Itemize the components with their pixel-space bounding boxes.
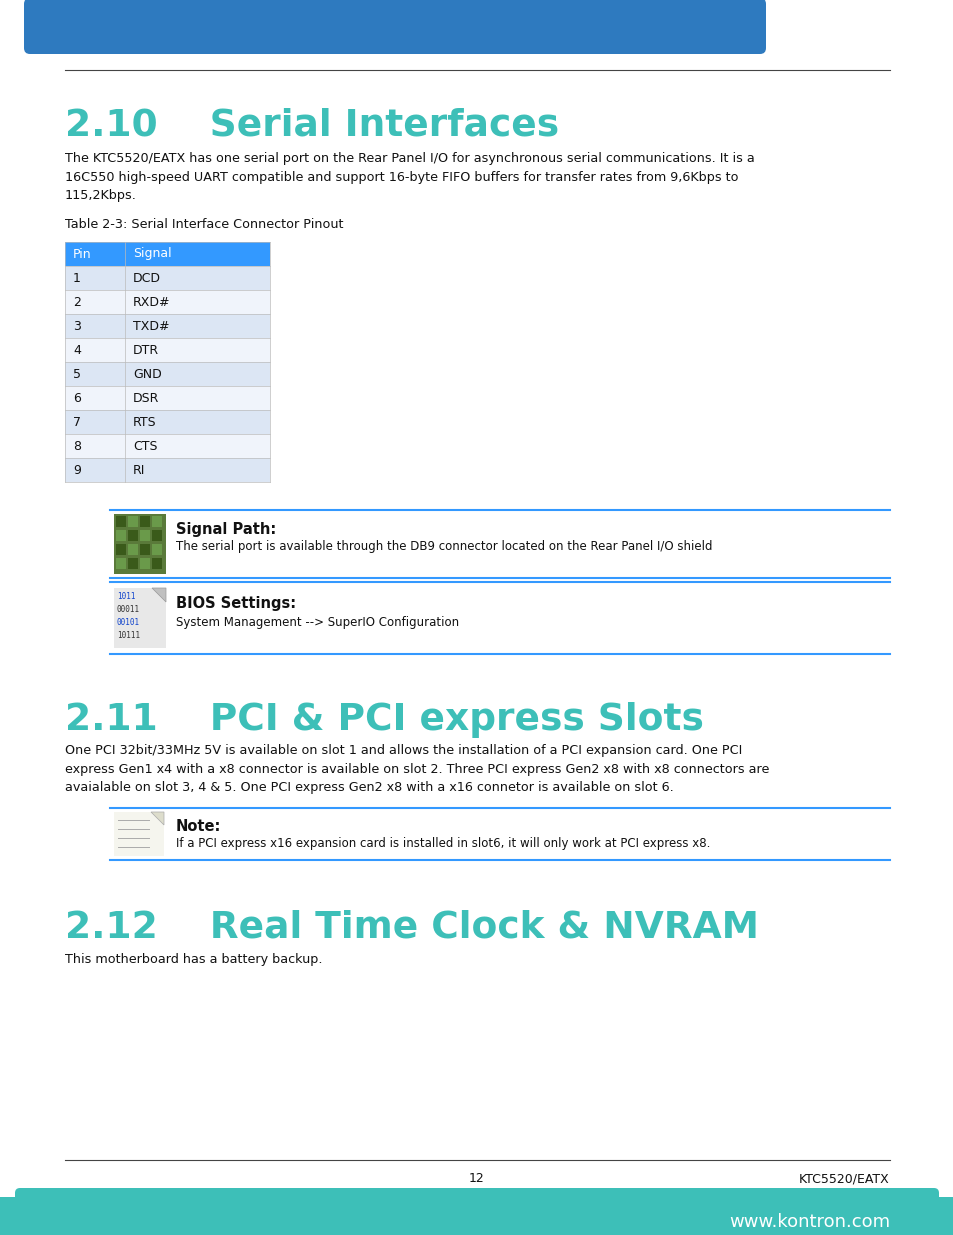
Text: The KTC5520/EATX has one serial port on the Rear Panel I/O for asynchronous seri: The KTC5520/EATX has one serial port on … [65, 152, 754, 203]
Text: The serial port is available through the DB9 connector located on the Rear Panel: The serial port is available through the… [175, 540, 712, 553]
Text: 5: 5 [73, 368, 81, 380]
Bar [65, 387, 270, 410]
Bar [152, 558, 162, 569]
Bar [65, 290, 270, 314]
Text: TXD#: TXD# [132, 320, 170, 332]
Bar [65, 242, 270, 266]
Bar [140, 543, 150, 555]
FancyBboxPatch shape [15, 1188, 938, 1235]
Text: 3: 3 [73, 320, 81, 332]
Bar [128, 558, 138, 569]
Text: 4: 4 [73, 343, 81, 357]
Bar [65, 266, 270, 290]
Bar [140, 516, 150, 527]
Text: DTR: DTR [132, 343, 159, 357]
Bar [65, 314, 270, 338]
Text: If a PCI express x16 expansion card is installed in slot6, it will only work at : If a PCI express x16 expansion card is i… [175, 837, 710, 850]
Bar [65, 458, 270, 482]
Bar [113, 588, 166, 648]
Text: System Management --> SuperIO Configuration: System Management --> SuperIO Configurat… [175, 616, 458, 629]
Text: KTC5520/EATX: KTC5520/EATX [799, 1172, 889, 1186]
Text: Table 2-3: Serial Interface Connector Pinout: Table 2-3: Serial Interface Connector Pi… [65, 219, 343, 231]
Text: 10111: 10111 [117, 631, 140, 640]
Text: Note:: Note: [175, 819, 221, 834]
Text: CTS: CTS [132, 440, 157, 452]
Bar [116, 558, 126, 569]
Text: Signal Path:: Signal Path: [175, 522, 276, 537]
Bar [65, 362, 270, 387]
Bar [113, 811, 164, 856]
Bar [128, 543, 138, 555]
Bar [65, 410, 270, 433]
Text: RTS: RTS [132, 415, 156, 429]
Text: 1011: 1011 [117, 592, 135, 601]
Text: 9: 9 [73, 463, 81, 477]
Text: RI: RI [132, 463, 145, 477]
Bar [152, 543, 162, 555]
Text: 8: 8 [73, 440, 81, 452]
Bar [116, 516, 126, 527]
Text: www.kontron.com: www.kontron.com [728, 1213, 889, 1231]
Bar [128, 516, 138, 527]
Bar [0, 1212, 953, 1235]
Polygon shape [151, 811, 164, 825]
Text: GND: GND [132, 368, 162, 380]
Bar [140, 530, 150, 541]
Text: Pin: Pin [73, 247, 91, 261]
Text: 7: 7 [73, 415, 81, 429]
Text: BIOS Settings:: BIOS Settings: [175, 597, 295, 611]
Text: DCD: DCD [132, 272, 161, 284]
Text: 00101: 00101 [117, 618, 140, 627]
Bar [152, 516, 162, 527]
Text: This motherboard has a battery backup.: This motherboard has a battery backup. [65, 953, 322, 966]
Bar [65, 433, 270, 458]
Text: Signal: Signal [132, 247, 172, 261]
Text: 2.12    Real Time Clock & NVRAM: 2.12 Real Time Clock & NVRAM [65, 910, 759, 946]
Bar [128, 530, 138, 541]
Bar [116, 530, 126, 541]
Bar [113, 514, 166, 574]
Polygon shape [152, 588, 166, 601]
Text: 00011: 00011 [117, 605, 140, 614]
Text: DSR: DSR [132, 391, 159, 405]
Bar [140, 558, 150, 569]
Text: 12: 12 [469, 1172, 484, 1186]
Text: 1: 1 [73, 272, 81, 284]
Text: One PCI 32bit/33MHz 5V is available on slot 1 and allows the installation of a P: One PCI 32bit/33MHz 5V is available on s… [65, 743, 768, 794]
Text: 6: 6 [73, 391, 81, 405]
Text: 2: 2 [73, 295, 81, 309]
Bar [65, 338, 270, 362]
FancyBboxPatch shape [24, 0, 765, 54]
Bar [152, 530, 162, 541]
Text: 2.10    Serial Interfaces: 2.10 Serial Interfaces [65, 107, 558, 144]
Bar [0, 1197, 953, 1235]
Bar [116, 543, 126, 555]
Text: RXD#: RXD# [132, 295, 171, 309]
Text: 2.11    PCI & PCI express Slots: 2.11 PCI & PCI express Slots [65, 701, 703, 739]
